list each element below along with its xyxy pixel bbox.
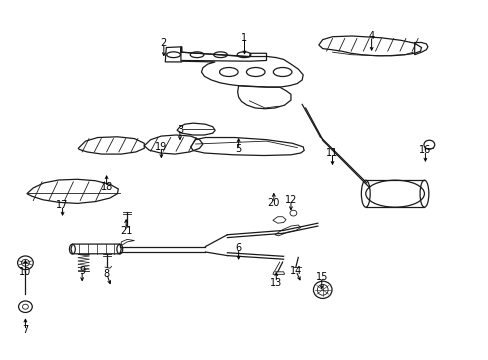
Text: 9: 9 [79, 266, 85, 276]
Text: 17: 17 [56, 200, 69, 210]
Text: 4: 4 [368, 31, 374, 41]
Text: 5: 5 [235, 144, 241, 154]
Text: 8: 8 [103, 269, 109, 279]
Text: 1: 1 [241, 33, 247, 43]
Text: 20: 20 [267, 198, 280, 208]
Text: 2: 2 [161, 38, 166, 48]
Text: 19: 19 [155, 142, 167, 152]
Text: 18: 18 [100, 182, 113, 192]
Text: 6: 6 [235, 243, 241, 253]
Text: 3: 3 [177, 125, 183, 135]
Text: 11: 11 [325, 148, 338, 158]
Text: 15: 15 [315, 272, 327, 282]
Text: 10: 10 [19, 267, 32, 277]
Text: 21: 21 [120, 226, 132, 236]
Text: 13: 13 [269, 278, 282, 288]
Text: 7: 7 [22, 325, 28, 336]
Text: 12: 12 [284, 195, 297, 205]
Text: 14: 14 [289, 266, 302, 276]
Text: 16: 16 [418, 145, 431, 156]
